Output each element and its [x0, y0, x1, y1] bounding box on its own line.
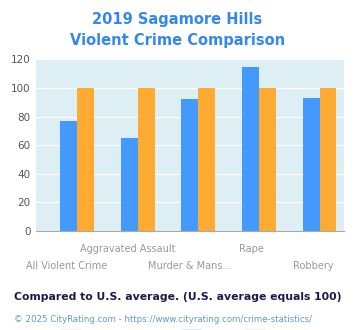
Text: Murder & Mans...: Murder & Mans...	[148, 261, 232, 271]
Text: Rape: Rape	[239, 244, 264, 254]
Text: 2019 Sagamore Hills: 2019 Sagamore Hills	[92, 12, 263, 26]
Bar	[242, 67, 259, 231]
Text: Robbery: Robbery	[293, 261, 334, 271]
Legend: Sagamore Hills, Ohio, National: Sagamore Hills, Ohio, National	[55, 326, 325, 330]
Text: © 2025 CityRating.com - https://www.cityrating.com/crime-statistics/: © 2025 CityRating.com - https://www.city…	[14, 315, 312, 324]
Bar	[60, 121, 77, 231]
Bar	[320, 88, 337, 231]
Bar	[181, 99, 198, 231]
Text: Violent Crime Comparison: Violent Crime Comparison	[70, 33, 285, 48]
Text: Aggravated Assault: Aggravated Assault	[80, 244, 176, 254]
Text: Compared to U.S. average. (U.S. average equals 100): Compared to U.S. average. (U.S. average …	[14, 292, 342, 302]
Text: All Violent Crime: All Violent Crime	[26, 261, 107, 271]
Bar	[77, 88, 94, 231]
Bar	[198, 88, 215, 231]
Bar	[302, 98, 320, 231]
Bar	[138, 88, 155, 231]
Bar	[121, 138, 138, 231]
Bar	[259, 88, 276, 231]
